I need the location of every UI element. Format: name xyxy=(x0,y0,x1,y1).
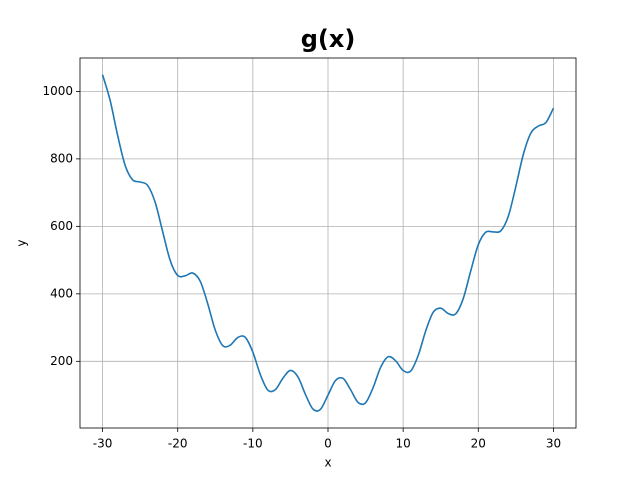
x-tick-label: -10 xyxy=(243,437,263,451)
x-tick-label: 10 xyxy=(396,437,411,451)
x-tick-label: 0 xyxy=(324,437,332,451)
x-tick-label: -30 xyxy=(93,437,113,451)
y-tick-label: 800 xyxy=(50,151,73,165)
plot-frame xyxy=(79,57,577,429)
y-tick-label: 400 xyxy=(50,286,73,300)
x-tick-label: 30 xyxy=(546,437,561,451)
y-tick-label: 200 xyxy=(50,354,73,368)
y-tick-label: 600 xyxy=(50,219,73,233)
y-tick-label: 1000 xyxy=(42,84,73,98)
x-axis-label: x xyxy=(324,456,331,470)
chart-title: g(x) xyxy=(301,25,356,53)
x-tick-label: -20 xyxy=(168,437,188,451)
data-line xyxy=(101,74,555,412)
y-axis-label: y xyxy=(15,239,29,246)
x-tick-label: 20 xyxy=(471,437,486,451)
